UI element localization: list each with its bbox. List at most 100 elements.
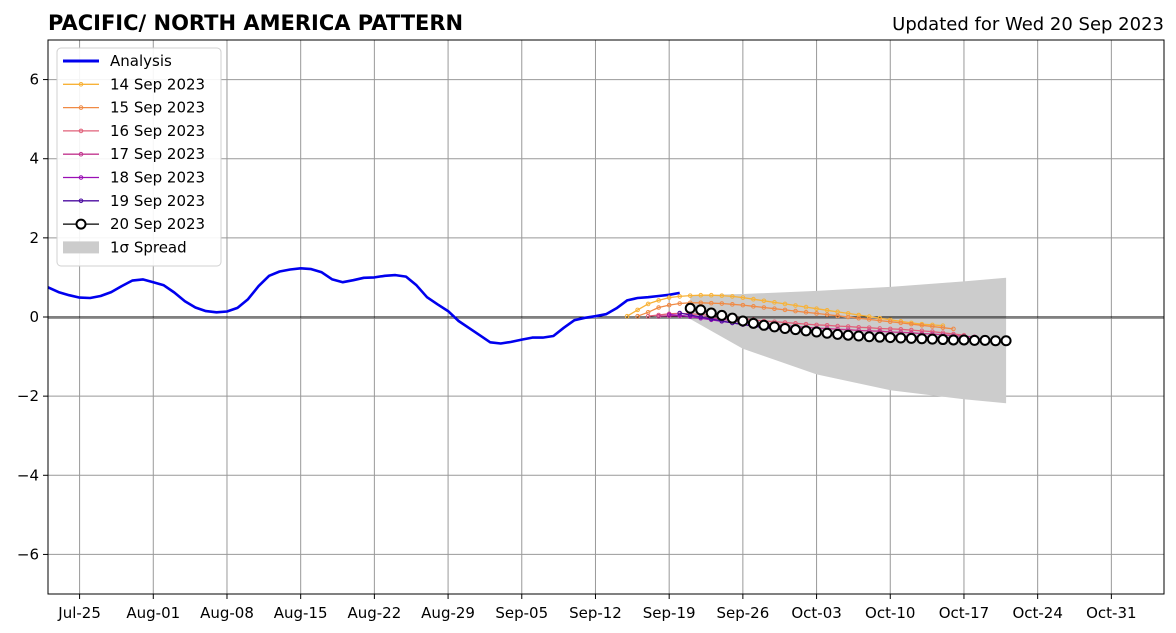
data-point <box>737 315 749 327</box>
data-point <box>772 306 777 311</box>
data-point <box>898 320 904 326</box>
data-point <box>979 334 991 346</box>
data-point <box>866 314 872 319</box>
data-point <box>684 302 696 314</box>
data-point <box>624 313 630 319</box>
data-point <box>730 294 735 299</box>
series-line <box>47 267 680 345</box>
data-point <box>719 301 725 306</box>
legend-item: 19 Sep 2023 <box>63 192 205 210</box>
x-tick-label: Sep-05 <box>495 604 548 622</box>
data-point <box>698 292 704 298</box>
data-point <box>719 293 725 298</box>
data-point <box>793 303 798 308</box>
legend-label: 19 Sep 2023 <box>110 192 205 210</box>
data-point <box>761 298 767 304</box>
data-point <box>926 333 938 345</box>
x-tick-label: Aug-22 <box>347 604 401 622</box>
data-point <box>940 325 946 330</box>
legend-item: 20 Sep 2023 <box>63 215 205 233</box>
data-point <box>814 306 819 311</box>
chart-title: PACIFIC/ NORTH AMERICA PATTERN <box>48 11 463 35</box>
data-point <box>677 294 682 299</box>
data-point <box>884 332 896 344</box>
data-point <box>1000 335 1012 347</box>
y-tick-label: 2 <box>29 229 39 247</box>
legend-box <box>56 47 222 267</box>
y-tick-label: −6 <box>17 545 39 563</box>
series-group <box>47 267 1012 347</box>
y-tick-label: 4 <box>29 150 39 168</box>
data-point <box>740 302 746 308</box>
data-point <box>835 313 840 319</box>
data-point <box>947 334 959 346</box>
data-point <box>751 296 756 302</box>
x-tick-label: Aug-15 <box>274 604 328 622</box>
data-point <box>937 334 949 346</box>
data-point <box>866 317 872 322</box>
data-point <box>730 302 735 307</box>
data-point <box>811 326 823 338</box>
data-point <box>761 305 767 310</box>
data-point <box>919 323 925 328</box>
data-point <box>740 295 746 300</box>
data-point <box>824 312 830 317</box>
data-point <box>666 302 672 308</box>
x-tick-label: Sep-19 <box>643 604 696 622</box>
legend-label: 18 Sep 2023 <box>110 169 205 187</box>
legend: Analysis 14 Sep 2023 15 Sep 2023 16 Sep 202… <box>56 47 222 267</box>
legend-marker <box>78 151 84 157</box>
data-point <box>656 298 661 303</box>
data-point <box>803 309 809 315</box>
data-point <box>842 329 854 341</box>
data-point <box>705 307 717 319</box>
data-point <box>782 307 788 313</box>
legend-item: 16 Sep 2023 <box>63 122 205 140</box>
data-point <box>758 319 770 331</box>
data-point <box>768 321 780 333</box>
legend-label: Analysis <box>110 52 172 70</box>
data-point <box>916 333 928 345</box>
data-point <box>800 325 812 337</box>
data-point <box>919 328 925 334</box>
data-point <box>772 300 777 305</box>
data-point <box>877 318 883 323</box>
data-point <box>958 334 970 346</box>
data-point <box>814 311 819 316</box>
data-point <box>968 334 980 346</box>
legend-marker <box>78 105 84 110</box>
data-point <box>716 309 728 321</box>
legend-marker <box>78 82 84 87</box>
x-tick-label: Aug-08 <box>200 604 254 622</box>
x-tick-label: Jul-25 <box>57 604 101 622</box>
data-point <box>853 330 865 342</box>
data-point <box>895 332 907 344</box>
x-tick-label: Oct-10 <box>865 604 915 622</box>
legend-marker <box>75 218 87 230</box>
data-point <box>863 331 875 343</box>
x-tick-label: Aug-01 <box>126 604 180 622</box>
data-point <box>666 312 672 317</box>
y-tick-label: 6 <box>29 71 39 89</box>
plot-frame <box>47 39 1165 595</box>
data-point <box>751 304 756 309</box>
data-point <box>635 313 640 319</box>
data-point <box>708 292 714 298</box>
data-point <box>877 326 883 331</box>
y-tick-label: 0 <box>29 308 39 326</box>
data-point <box>824 307 830 313</box>
legend-marker <box>78 175 84 180</box>
data-point <box>677 310 682 316</box>
zero-line <box>48 316 1164 319</box>
data-point <box>666 295 672 300</box>
legend-item: Analysis <box>63 52 172 70</box>
series-20-sep-2023 <box>684 302 1012 347</box>
legend-marker <box>78 128 84 134</box>
data-point <box>645 301 651 307</box>
legend-label: 20 Sep 2023 <box>110 215 205 233</box>
legend-label: 15 Sep 2023 <box>110 99 205 117</box>
x-tick-label: Oct-17 <box>939 604 989 622</box>
y-tick-label: −4 <box>17 466 39 484</box>
data-point <box>782 301 788 307</box>
data-point <box>790 324 802 336</box>
